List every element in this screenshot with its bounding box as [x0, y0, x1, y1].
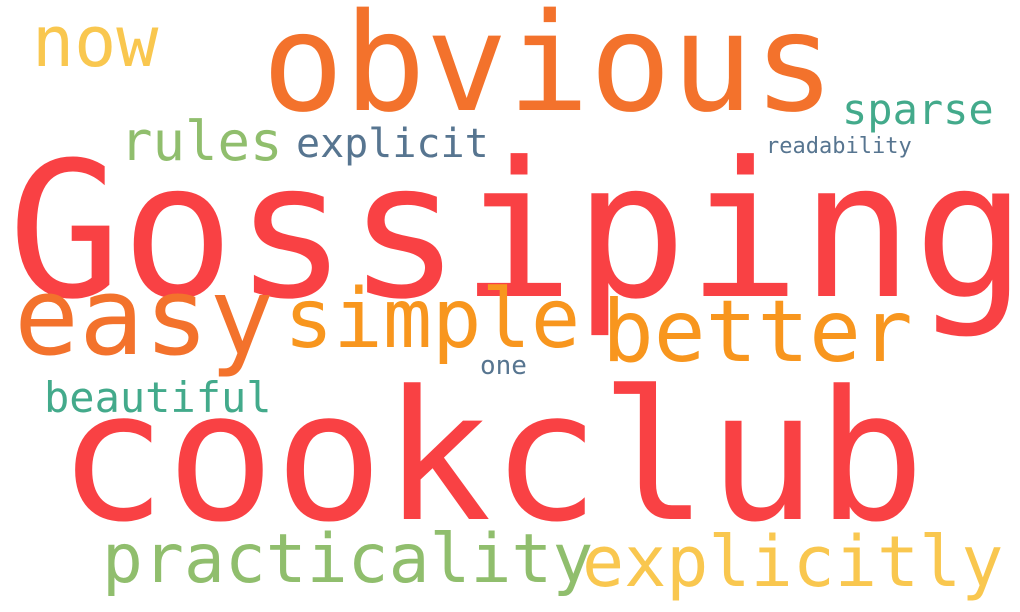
word-gossiping: Gossiping	[8, 122, 1020, 341]
word-better: better	[602, 282, 913, 382]
word-beautiful: beautiful	[44, 373, 272, 422]
word-explicit: explicit	[296, 121, 489, 167]
word-sparse: sparse	[842, 85, 994, 134]
word-readability: readability	[766, 134, 912, 159]
word-rules: rules	[120, 110, 283, 173]
word-simple: simple	[284, 272, 581, 367]
word-one: one	[480, 351, 527, 381]
word-easy: easy	[14, 255, 275, 380]
word-explicitly: explicitly	[582, 521, 1004, 603]
word-obvious: obvious	[262, 0, 836, 143]
word-practicality: practicality	[102, 520, 594, 599]
word-cookclub: cookclub	[58, 353, 925, 562]
word-now: now	[32, 1, 159, 83]
